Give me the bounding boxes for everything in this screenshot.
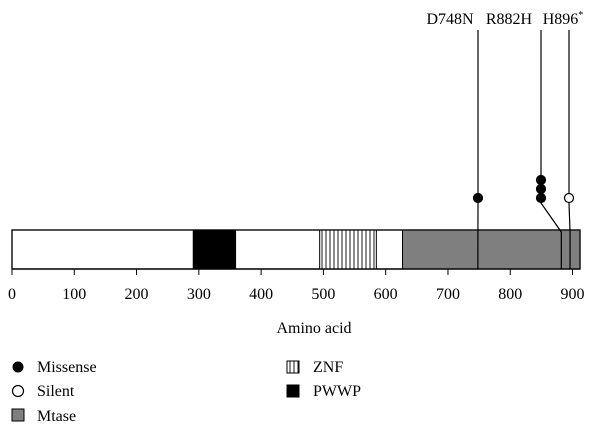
legend-missense-icon [12,361,24,373]
mutation-label-h896: H896* [543,10,584,28]
x-tick-label-500: 500 [311,286,335,303]
missense-marker-r882h-2 [535,174,547,186]
x-axis-label: Amino acid [276,320,351,337]
x-tick-label-200: 200 [125,286,149,303]
domain-mtase [402,229,581,270]
x-tick-label-800: 800 [498,286,522,303]
missense-marker-d748n-0 [472,192,484,204]
legend: Missense Silent Mtase ZNF PWWP [11,359,361,425]
x-tick-label-0: 0 [8,286,16,303]
legend-pwwp-icon [286,384,300,398]
legend-pwwp-label: PWWP [313,383,361,400]
legend-znf-icon [286,360,300,374]
missense-marker-r882h-0 [535,192,547,204]
x-axis-ticks: 0 100 200 300 400 500 600 700 800 900 [8,269,585,303]
x-tick-label-600: 600 [374,286,398,303]
mutation-layer: D748N R882H H896* [426,10,584,270]
x-tick-label-400: 400 [249,286,273,303]
legend-znf-label: ZNF [313,359,343,376]
domain-pwwp [192,229,237,270]
x-tick-label-900: 900 [561,286,585,303]
legend-missense-label: Missense [37,359,97,376]
x-tick-label-700: 700 [436,286,460,303]
legend-mtase-label: Mtase [37,408,76,425]
legend-silent-label: Silent [37,383,75,400]
x-tick-label-300: 300 [187,286,211,303]
mutation-label-d748n: D748N [426,11,474,28]
missense-marker-r882h-1 [535,183,547,195]
domain-znf [319,229,377,270]
x-tick-label-100: 100 [62,286,86,303]
silent-marker-h896-0 [563,192,575,204]
mutation-label-r882h: R882H [486,11,533,28]
legend-silent-icon [11,384,25,398]
legend-mtase-icon [11,408,25,422]
